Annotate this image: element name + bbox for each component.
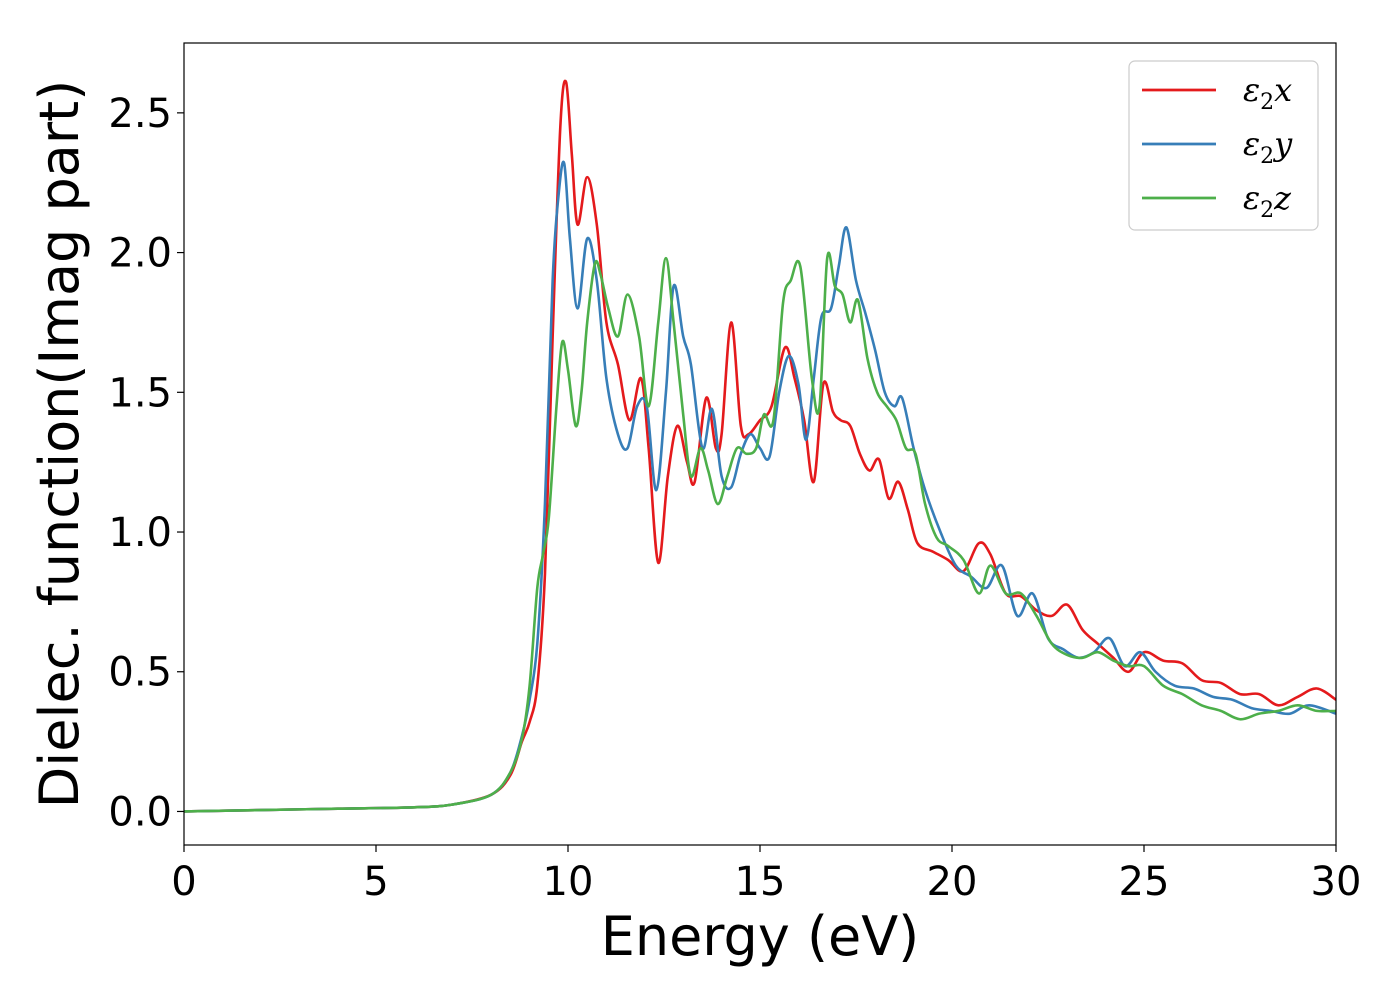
x-axis-label: Energy (eV) [601,905,920,968]
x-axis-ticks: 0 5 10 15 20 25 30 [171,845,1361,905]
y-tick-label: 0.5 [108,650,172,696]
x-tick-label: 10 [543,859,594,905]
x-tick-label: 20 [927,859,978,905]
y-tick-label: 1.5 [108,370,172,416]
series-layer [184,79,1336,813]
y-tick-label: 0.0 [108,789,172,835]
legend-label-x: ε2x [1243,71,1292,115]
legend: ε2x ε2y ε2z [1128,60,1319,231]
legend-label-z: ε2z [1243,179,1292,223]
y-tick-label: 2.5 [108,91,172,137]
y-axis-label: Dielec. function(Imag part) [28,80,91,809]
y-axis-ticks: 0.0 0.5 1.0 1.5 2.0 2.5 [108,91,184,835]
x-tick-label: 5 [363,859,388,905]
x-tick-label: 15 [735,859,786,905]
legend-label-y: ε2y [1243,125,1293,169]
x-tick-label: 30 [1311,859,1362,905]
legend-box [1128,60,1319,231]
x-tick-label: 0 [171,859,196,905]
y-tick-label: 2.0 [108,231,172,277]
x-tick-label: 25 [1119,859,1170,905]
y-tick-label: 1.0 [108,510,172,556]
series-line-z [184,251,1336,813]
